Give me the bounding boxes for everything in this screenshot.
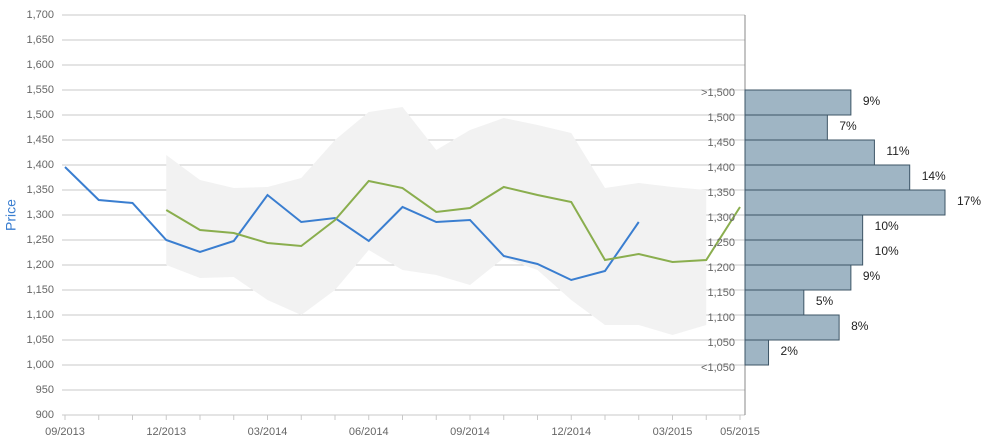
histogram-bar [744,264,852,291]
bin-label: 1,100 [707,312,735,324]
bin-label: 1,150 [707,287,735,299]
bin-label: >1,500 [701,87,735,99]
histogram-bar [744,339,770,366]
x-tick-label: 06/2014 [349,426,389,438]
y-tick-label: 1,300 [26,209,54,221]
y-tick-label: 1,700 [26,9,54,21]
y-tick-label: 1,600 [26,59,54,71]
x-tick-label: 09/2014 [450,426,490,438]
value-label: 14% [922,169,946,183]
histogram-bar [744,289,805,316]
y-tick-label: 1,400 [26,159,54,171]
bin-label: 1,500 [707,112,735,124]
histogram-bar [744,314,840,341]
y-tick-label: 1,150 [26,284,54,296]
y-tick-label: 950 [36,384,54,396]
y-axis-label: Price [3,199,19,231]
value-label: 2% [781,344,799,358]
y-tick-label: 900 [36,409,54,421]
y-tick-label: 1,100 [26,309,54,321]
x-tick-label: 03/2014 [248,426,288,438]
value-label: 7% [839,119,857,133]
value-label: 10% [875,219,899,233]
bin-label: 1,200 [707,262,735,274]
histogram-bar [744,189,946,216]
value-label: 8% [851,319,869,333]
x-tick-label: 03/2015 [653,426,693,438]
y-tick-label: 1,450 [26,134,54,146]
value-label: 9% [863,94,881,108]
bin-label: 1,450 [707,137,735,149]
histogram-bar [744,239,864,266]
value-label: 5% [816,294,834,308]
x-tick-label: 05/2015 [720,426,760,438]
bin-label: 1,050 [707,337,735,349]
bin-label: 1,350 [707,187,735,199]
bin-label: 1,300 [707,212,735,224]
y-tick-label: 1,500 [26,109,54,121]
histogram-bar [744,164,911,191]
histogram-bar [744,139,875,166]
value-label: 9% [863,269,881,283]
line-series [165,179,741,264]
y-tick-label: 1,350 [26,184,54,196]
x-tick-label: 12/2013 [146,426,186,438]
line-series [64,166,640,282]
y-tick-label: 1,550 [26,84,54,96]
y-tick-label: 1,200 [26,259,54,271]
value-label: 10% [875,244,899,258]
value-label: 17% [957,194,981,208]
histogram-bar [744,89,852,116]
x-tick-label: 09/2013 [45,426,85,438]
bin-label: 1,400 [707,162,735,174]
bin-label: 1,250 [707,237,735,249]
histogram-bar [744,114,828,141]
value-label: 11% [886,144,909,158]
bin-label: <1,050 [701,362,735,374]
histogram-bar [744,214,864,241]
y-tick-label: 1,050 [26,334,54,346]
y-tick-label: 1,250 [26,234,54,246]
y-tick-label: 1,650 [26,34,54,46]
y-tick-label: 1,000 [26,359,54,371]
x-tick-label: 12/2014 [551,426,591,438]
